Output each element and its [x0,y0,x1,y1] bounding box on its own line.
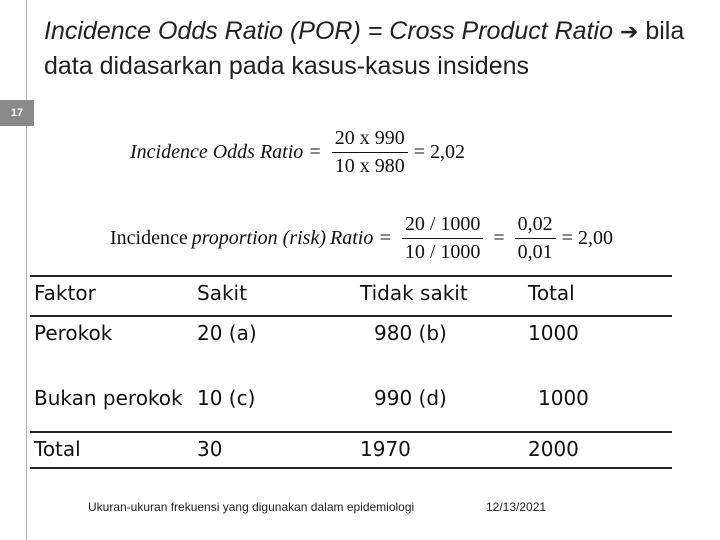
table-cell: 1000 [524,383,672,433]
table-cell: 1970 [356,432,524,469]
contingency-table: Faktor Sakit Tidak sakit Total Perokok 2… [30,275,672,469]
formula2-fraction-1: 20 / 1000 10 / 1000 [401,213,484,264]
slide-title: Incidence Odds Ratio (POR) = Cross Produ… [44,14,704,83]
arrow-right-icon: ➔ [619,19,639,44]
header-tidak-sakit: Tidak sakit [356,275,524,317]
table-cell: 980 (b) [374,321,447,345]
formula2-den2: 0,01 [517,241,553,263]
formula2-num1: 20 / 1000 [401,213,484,239]
header-faktor: Faktor [30,275,193,317]
formula2-fraction-2: 0,02 0,01 [514,213,556,264]
formula1-denominator: 10 x 980 [334,155,405,177]
table-cell: Total [30,432,193,469]
formula2-result: = 2,00 [561,227,613,249]
formula1-label: Incidence Odds Ratio = [130,141,322,163]
formula2-ratio-word: Ratio = [330,227,392,249]
table-cell: 1000 [528,321,579,345]
table-cell: 10 (c) [193,383,356,433]
formula1-result: = 2,02 [413,141,466,163]
table-row: Perokok 20 (a) 980 (b) 1000 [30,316,672,383]
table-cell: 2000 [524,432,672,469]
table-cell: 990 (d) [356,383,524,433]
formula2-label-italic: proportion (risk) [191,227,326,249]
title-italic: Incidence Odds Ratio (POR) = Cross Produ… [44,17,613,45]
formula-odds-ratio: Incidence Odds Ratio = 20 x 990 10 x 980… [130,127,465,178]
header-sakit: Sakit [193,275,356,317]
title-rest: bila data didasarkan pada kasus-kasus in… [44,17,685,80]
left-rule [26,0,27,540]
formula2-label-normal: Incidence [110,227,188,249]
footer-date: 12/13/2021 [486,500,547,514]
table-row: Total 30 1970 2000 [30,432,672,469]
header-total: Total [524,275,672,317]
formula1-numerator: 20 x 990 [331,127,408,153]
table-cell: Bukan perokok [30,383,193,433]
footer-caption: Ukuran-ukuran frekuensi yang digunakan d… [88,500,415,514]
formula2-num2: 0,02 [514,213,556,239]
table-cell: Perokok [34,321,113,345]
table-cell: 20 (a) [197,321,257,345]
formula-risk-ratio: Incidence proportion (risk) Ratio = 20 /… [110,213,613,264]
formula2-eq: = [493,227,505,249]
formula2-den1: 10 / 1000 [404,241,481,263]
formula1-fraction: 20 x 990 10 x 980 [331,127,408,178]
table-cell: 30 [193,432,356,469]
table-header-row: Faktor Sakit Tidak sakit Total [30,275,672,317]
slide-number: 17 [0,100,34,126]
table-row: Bukan perokok 10 (c) 990 (d) 1000 [30,383,672,433]
